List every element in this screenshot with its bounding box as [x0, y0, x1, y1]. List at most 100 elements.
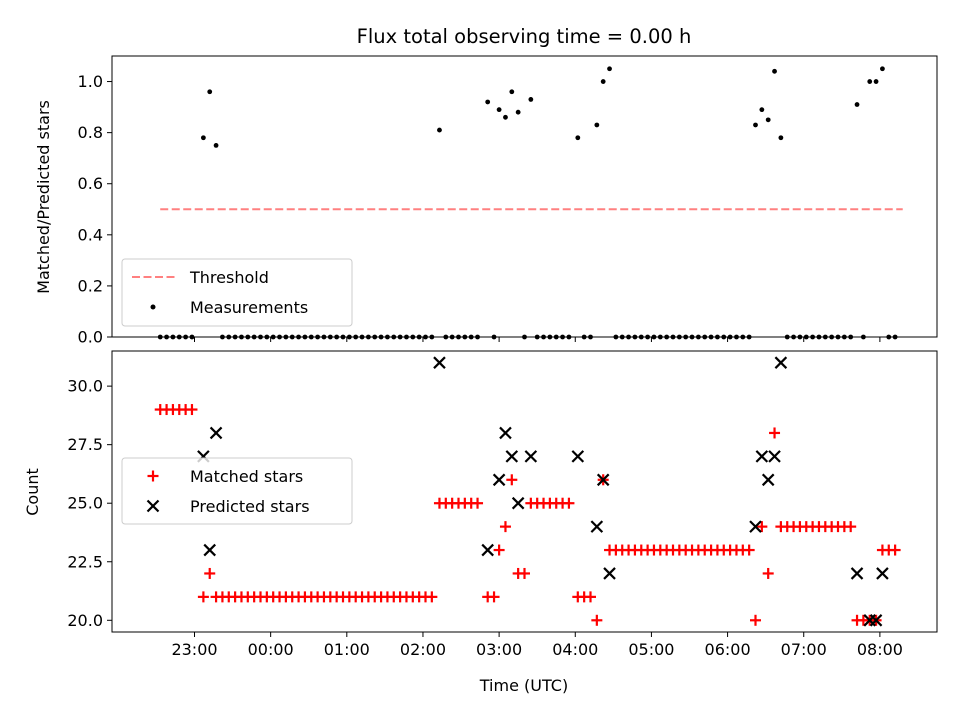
top-y-tick-label: 1.0: [78, 72, 103, 91]
measurement-point: [854, 102, 860, 107]
x-tick-label: 02:00: [400, 640, 446, 659]
matched-star-point: [743, 544, 755, 556]
measurement-point: [880, 66, 885, 72]
bottom-y-tick-label: 25.0: [67, 494, 103, 513]
top-y-axis-label: Matched/Predicted stars: [34, 100, 53, 294]
measurement-point: [759, 107, 765, 113]
top-y-tick-label: 0.6: [78, 174, 103, 193]
bottom-y-tick-label: 22.5: [67, 552, 103, 571]
matched-star-point: [197, 591, 209, 603]
matched-star-point: [591, 614, 603, 626]
matched-star-point: [585, 591, 596, 603]
bottom-y-tick-label: 20.0: [67, 611, 103, 630]
predicted-star-point: [774, 356, 788, 369]
bottom-legend-box: [121, 457, 353, 525]
measurement-point: [867, 79, 873, 84]
top-plot-area: [157, 66, 903, 340]
measurement-point: [600, 79, 606, 84]
bottom-axes-frame: [111, 350, 938, 633]
top-panel: Flux total observing time = 0.00 h Match…: [34, 25, 938, 347]
measurement-point: [594, 122, 600, 128]
matched-star-point: [563, 497, 575, 509]
measurement-point: [778, 135, 784, 141]
measurement-point: [200, 135, 206, 141]
x-tick-label: 08:00: [857, 640, 903, 659]
bottom-y-tick-label: 30.0: [67, 377, 103, 396]
predicted-star-point: [761, 473, 775, 487]
predicted-star-point: [571, 450, 585, 463]
x-tick-label: 01:00: [324, 640, 370, 659]
matched-star-point: [519, 567, 530, 579]
matched-star-point: [493, 544, 505, 556]
top-legend: Threshold Measurements: [121, 258, 353, 327]
measurement-point: [485, 99, 491, 105]
x-axis-label: Time (UTC): [479, 676, 568, 695]
predicted-star-point: [511, 496, 525, 510]
top-y-tick-label: 0.8: [78, 123, 103, 142]
measurement-point: [765, 117, 771, 123]
measurement-point: [503, 114, 508, 120]
top-y-tick-label: 0.0: [78, 328, 103, 347]
predicted-star-point: [869, 614, 883, 627]
matched-star-point: [845, 521, 857, 533]
legend-threshold-label: Threshold: [189, 268, 269, 287]
matched-star-point: [762, 567, 774, 579]
legend-measurements-swatch: [150, 304, 156, 310]
top-y-ticks: 0.0 0.2 0.4 0.6 0.8 1.0: [78, 72, 112, 347]
predicted-star-point: [203, 543, 217, 557]
matched-star-point: [472, 497, 484, 509]
measurement-point: [207, 89, 213, 95]
predicted-star-point: [749, 520, 762, 533]
measurement-point: [772, 68, 777, 74]
x-tick-label: 03:00: [476, 640, 522, 659]
measurement-points: [157, 66, 898, 340]
predicted-star-point: [755, 450, 769, 463]
matched-star-point: [889, 544, 901, 556]
legend-matched-swatch: [147, 470, 159, 482]
measurement-point: [873, 79, 879, 84]
measurement-point: [509, 89, 515, 95]
predicted-star-point: [768, 450, 781, 463]
top-axes-frame: [111, 55, 938, 338]
predicted-star-point: [876, 567, 889, 580]
x-tick-label: 05:00: [628, 640, 674, 659]
bottom-y-tick-label: 27.5: [67, 435, 103, 454]
top-y-tick-label: 0.2: [78, 276, 103, 295]
x-tick-label: 23:00: [171, 640, 217, 659]
measurement-point: [437, 127, 442, 133]
predicted-star-point: [433, 356, 446, 369]
x-tick-label: 06:00: [705, 640, 751, 659]
predicted-star-point: [590, 520, 604, 533]
matched-star-point: [204, 567, 216, 579]
predicted-star-point: [505, 450, 519, 463]
x-tick-label: 00:00: [248, 640, 294, 659]
bottom-x-ticks: 23:00 00:00 01:00 02:00 03:00 04:00 05:00 06:00…: [171, 632, 903, 659]
predicted-star-point: [481, 543, 494, 557]
top-x-ticks: [194, 337, 881, 342]
measurement-point: [575, 135, 581, 141]
legend-predicted-swatch: [146, 499, 160, 513]
matched-star-point: [186, 404, 198, 416]
matched-star-point: [488, 591, 500, 603]
predicted-star-point: [596, 473, 610, 487]
matched-star-point: [499, 521, 511, 533]
matched-star-point: [426, 591, 438, 603]
bottom-y-ticks: 20.0 22.5 25.0 27.5 30.0: [67, 377, 112, 630]
x-tick-label: 04:00: [552, 640, 598, 659]
top-y-tick-label: 0.4: [78, 225, 103, 244]
bottom-legend: Matched stars Predicted stars: [121, 457, 353, 525]
bottom-plot-area: [154, 356, 901, 627]
matched-star-point: [506, 474, 518, 486]
predicted-star-point: [524, 450, 538, 463]
measurement-point: [607, 66, 612, 72]
predicted-star-point: [209, 426, 223, 440]
x-tick-label: 07:00: [781, 640, 827, 659]
top-legend-box: [121, 258, 353, 327]
matched-star-point: [769, 427, 781, 439]
predicted-star-point: [499, 426, 512, 440]
legend-measurements-label: Measurements: [190, 298, 308, 317]
measurement-point: [528, 97, 534, 102]
legend-matched-label: Matched stars: [190, 467, 303, 486]
measurement-point: [496, 107, 502, 113]
predicted-star-point: [603, 567, 616, 580]
